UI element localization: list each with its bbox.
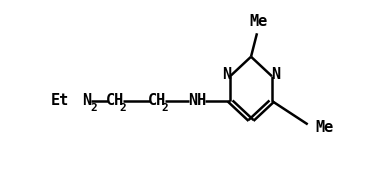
Text: 2: 2	[120, 103, 126, 113]
Text: 2: 2	[90, 103, 97, 113]
Text: NH: NH	[188, 93, 206, 108]
Text: N: N	[82, 93, 92, 108]
Text: Me: Me	[315, 120, 333, 135]
Text: CH: CH	[147, 93, 166, 108]
Text: Me: Me	[249, 14, 268, 29]
Text: N: N	[271, 67, 280, 82]
Text: N: N	[222, 67, 231, 82]
Text: CH: CH	[106, 93, 124, 108]
Text: 2: 2	[161, 103, 168, 113]
Text: Et: Et	[51, 93, 69, 108]
